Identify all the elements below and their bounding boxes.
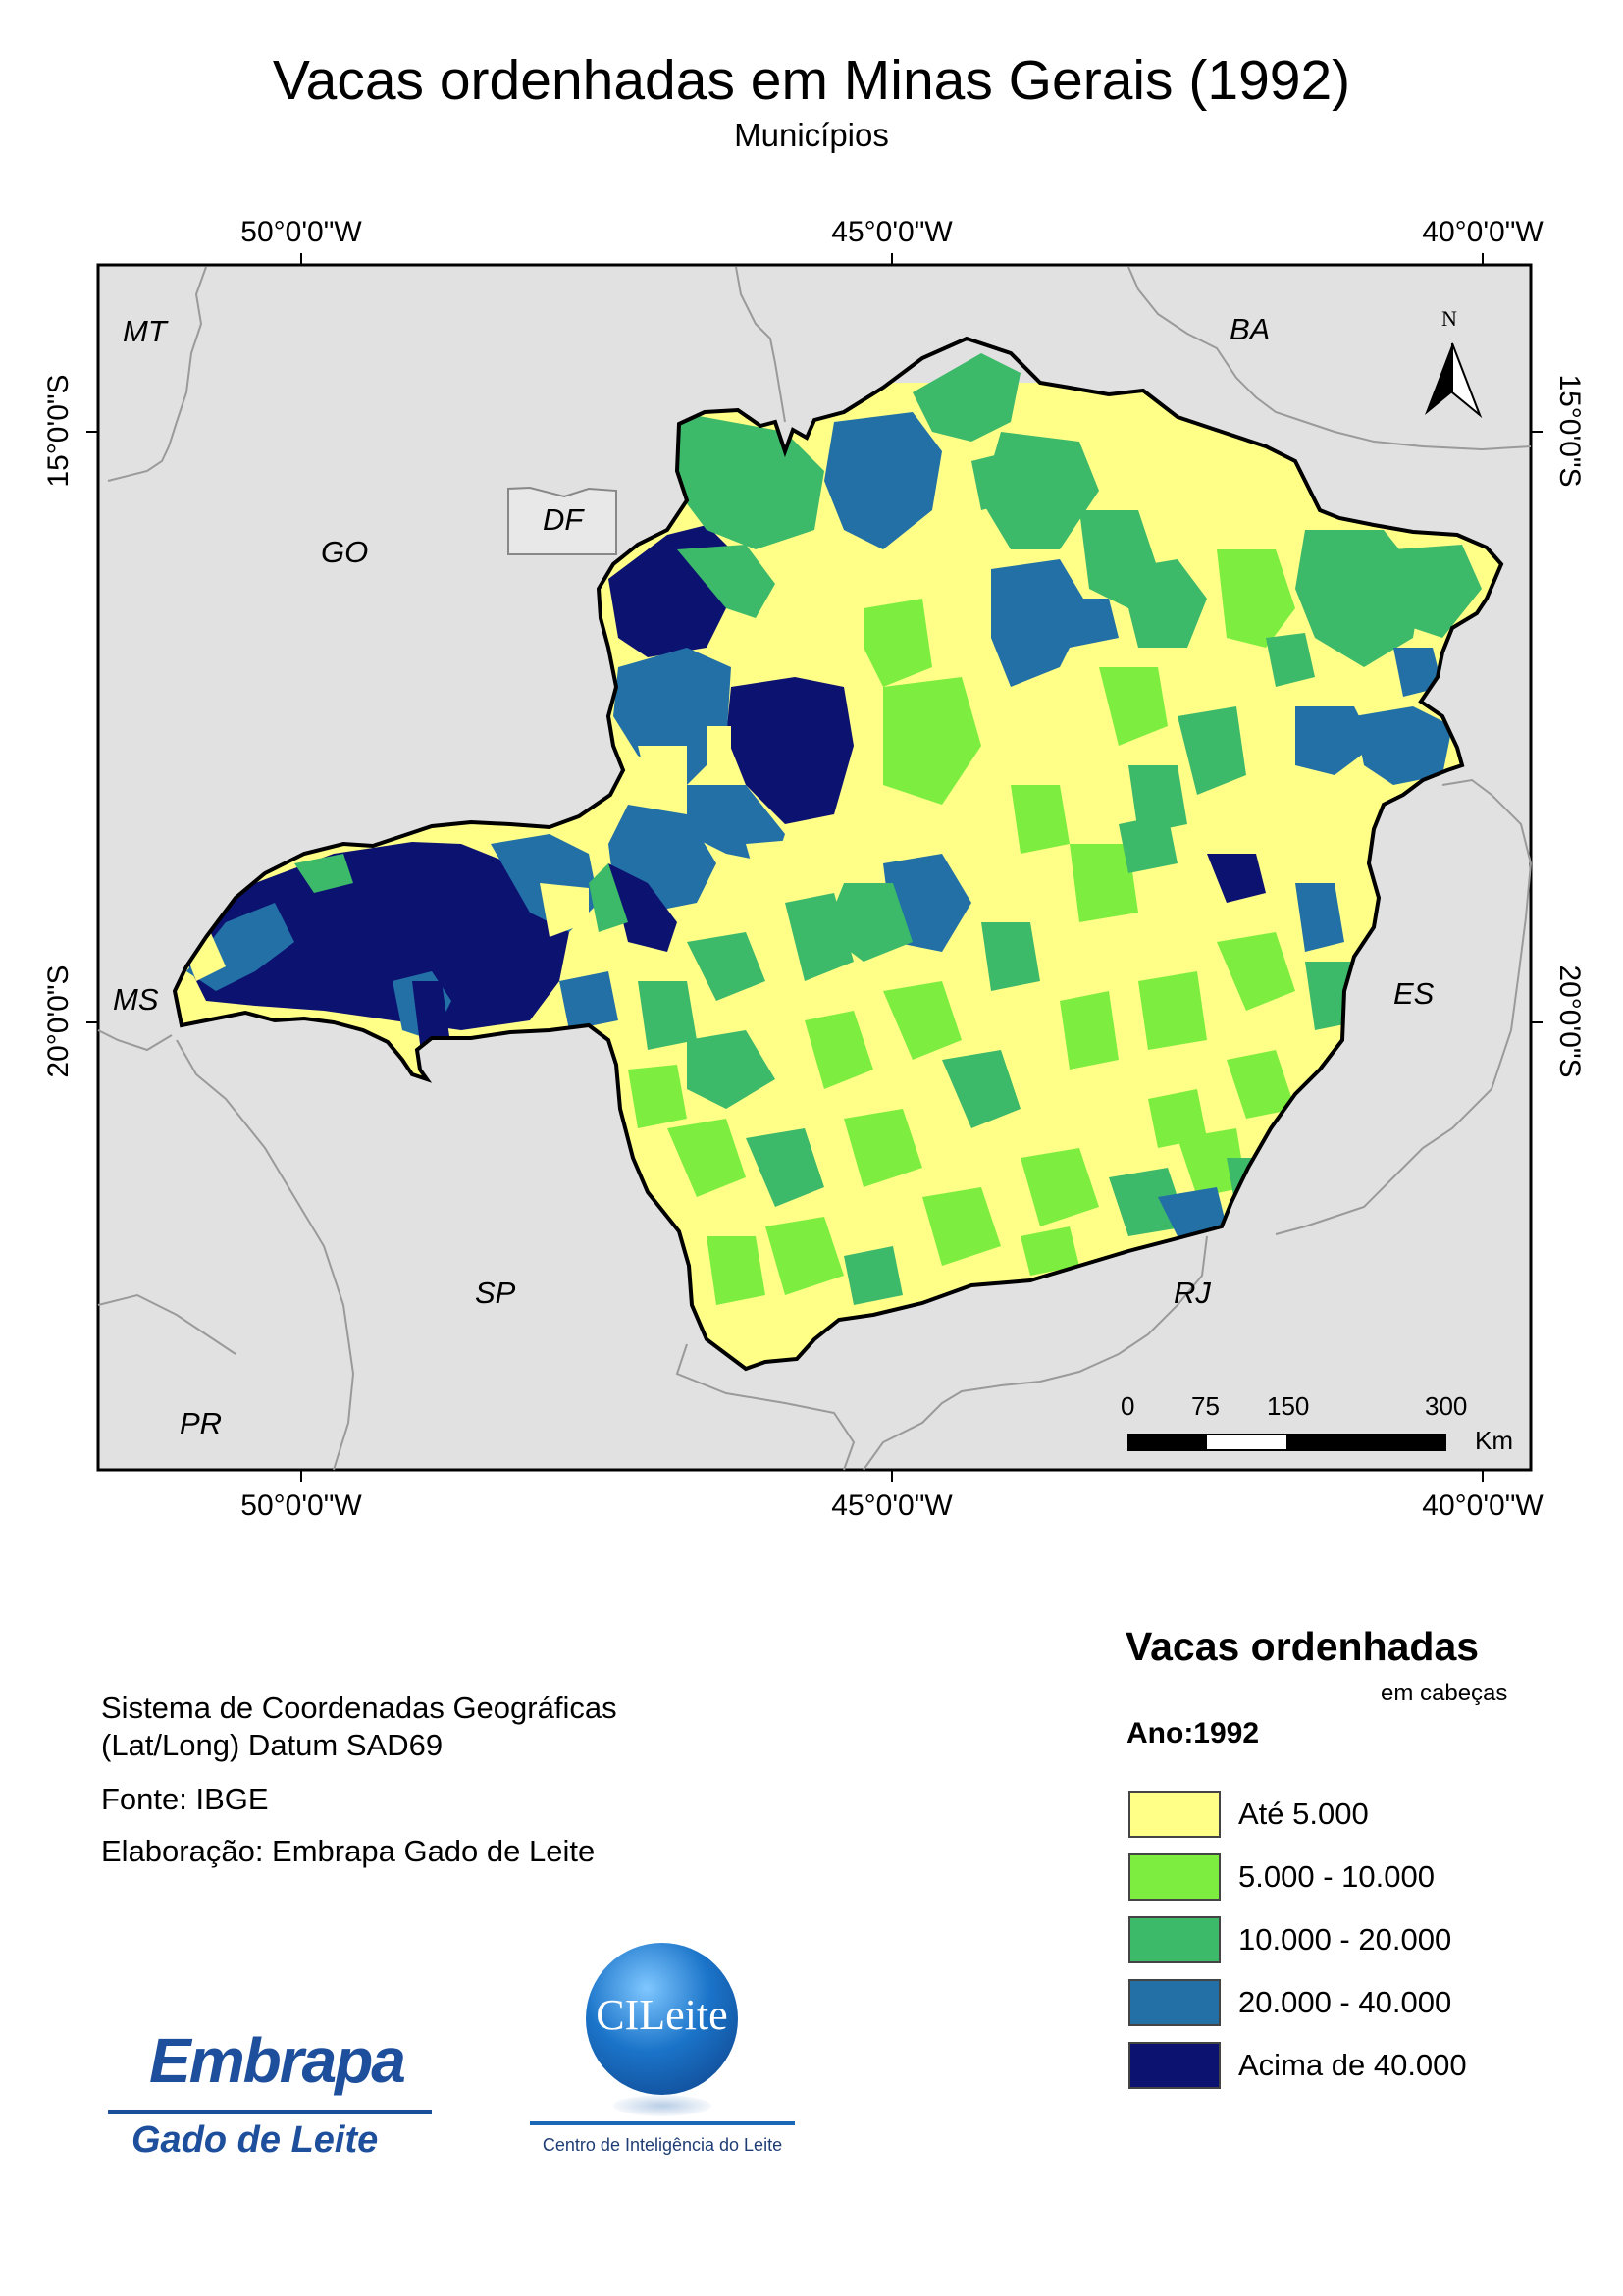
lon-tick-top-40: 40°0'0"W	[1422, 216, 1544, 248]
source-text: Fonte: IBGE	[101, 1782, 269, 1816]
label-go: GO	[321, 535, 369, 569]
label-df: DF	[543, 502, 584, 537]
cileite-shadow	[613, 2095, 711, 2116]
scale-unit: Km	[1475, 1426, 1513, 1455]
neighbor-borders	[97, 266, 1533, 1471]
legend-swatch	[1128, 1853, 1221, 1901]
scale-tick-75: 75	[1191, 1391, 1220, 1421]
label-mt: MT	[123, 314, 167, 348]
legend-swatch	[1128, 1979, 1221, 2026]
lon-tick-bottom-40: 40°0'0"W	[1422, 1489, 1544, 1522]
label-es: ES	[1393, 976, 1435, 1011]
cileite-caption: Centro de Inteligência do Leite	[542, 2135, 783, 2155]
legend-swatch	[1128, 1791, 1221, 1838]
graticule-ticks	[86, 253, 1543, 1482]
lat-tick-left-20: 20°0'0"S	[42, 965, 75, 1078]
crs-line-2: (Lat/Long) Datum SAD69	[101, 1728, 444, 1762]
cileite-wordmark: CILeite	[596, 1991, 728, 2039]
legend-year: Ano:1992	[1126, 1717, 1260, 1749]
lon-tick-top-50: 50°0'0"W	[240, 216, 362, 248]
embrapa-logo: Embrapa Gado de Leite	[108, 2016, 456, 2183]
lon-tick-top-45: 45°0'0"W	[831, 216, 953, 248]
label-rj: RJ	[1174, 1276, 1211, 1310]
legend-swatch	[1128, 1916, 1221, 1963]
north-arrow-icon	[1425, 342, 1483, 419]
legend-label: Acima de 40.000	[1238, 2048, 1467, 2082]
legend-swatch	[1128, 2042, 1221, 2089]
label-pr: PR	[180, 1406, 223, 1440]
label-ms: MS	[113, 982, 159, 1017]
legend-label: 10.000 - 20.000	[1238, 1922, 1452, 1957]
embrapa-rule	[108, 2110, 432, 2114]
lon-tick-bottom-50: 50°0'0"W	[240, 1489, 362, 1522]
embrapa-subtitle: Gado de Leite	[131, 2119, 379, 2161]
lat-tick-left-15: 15°0'0"S	[42, 374, 75, 488]
scale-tick-300: 300	[1425, 1391, 1468, 1421]
legend-label: 5.000 - 10.000	[1238, 1859, 1435, 1894]
label-sp: SP	[475, 1276, 516, 1310]
scale-bar	[1127, 1434, 1446, 1451]
author-text: Elaboração: Embrapa Gado de Leite	[101, 1834, 596, 1868]
legend-label: Até 5.000	[1238, 1797, 1369, 1831]
cileite-sphere-icon	[586, 1943, 738, 2095]
map-subtitle: Municípios	[734, 117, 889, 153]
legend-label: 20.000 - 40.000	[1238, 1985, 1452, 2019]
scale-tick-150: 150	[1267, 1391, 1310, 1421]
crs-line-1: Sistema de Coordenadas Geográficas	[101, 1691, 617, 1725]
label-ba: BA	[1230, 312, 1271, 346]
north-arrow-label: N	[1441, 306, 1457, 331]
scale-tick-0: 0	[1121, 1391, 1135, 1421]
cileite-logo: CILeite Centro de Inteligência do Leite	[530, 1943, 805, 2183]
legend-title: Vacas ordenhadas	[1126, 1624, 1480, 1669]
lat-tick-right-20: 20°0'0"S	[1553, 965, 1586, 1078]
lat-tick-right-15: 15°0'0"S	[1553, 374, 1586, 488]
cileite-rule	[530, 2121, 795, 2125]
legend-unit: em cabeças	[1381, 1680, 1508, 1706]
lon-tick-bottom-45: 45°0'0"W	[831, 1489, 953, 1522]
map-title: Vacas ordenhadas em Minas Gerais (1992)	[272, 49, 1351, 112]
embrapa-wordmark: Embrapa	[149, 2025, 406, 2096]
